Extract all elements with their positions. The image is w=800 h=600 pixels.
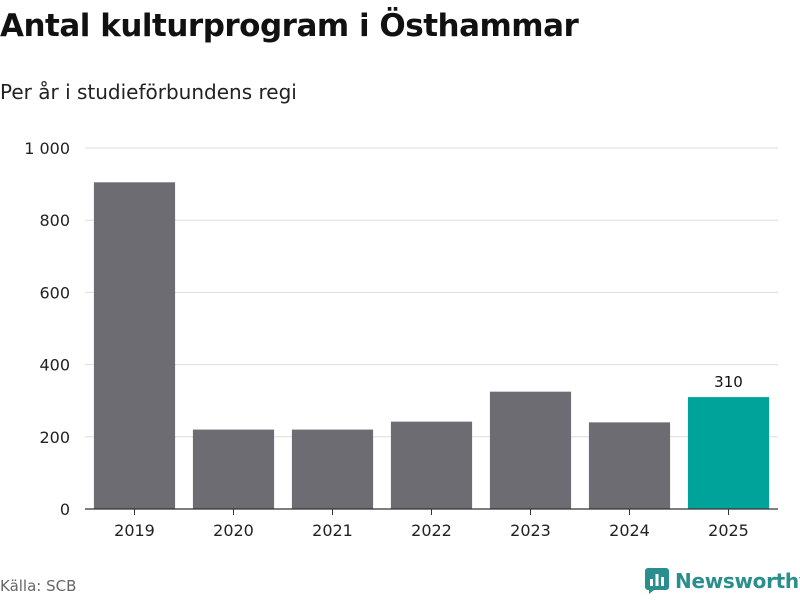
bar <box>588 422 671 509</box>
x-tick-label: 2020 <box>213 521 254 540</box>
y-tick-label: 1 000 <box>24 139 70 158</box>
bar <box>291 429 374 509</box>
bar <box>390 421 473 509</box>
y-tick-label: 0 <box>60 500 70 519</box>
brand-name: Newsworthy <box>675 569 800 593</box>
newsworthy-logo: Newsworthy <box>645 568 800 594</box>
data-label: 310 <box>714 373 743 391</box>
chart-title: Antal kulturprogram i Östhammar <box>0 8 579 44</box>
x-tick-label: 2019 <box>114 521 155 540</box>
bar <box>489 391 572 509</box>
y-tick-label: 400 <box>39 356 70 375</box>
x-tick-label: 2024 <box>609 521 650 540</box>
bar <box>93 182 176 510</box>
bar-chart: 0 200 400 600 800 1 000 2019 2020 2021 2022 2023 20… <box>24 139 778 540</box>
chart-subtitle: Per år i studieförbundens regi <box>0 80 297 104</box>
bar <box>192 429 275 509</box>
x-tick-label: 2021 <box>312 521 353 540</box>
x-tick-label: 2025 <box>708 521 749 540</box>
y-tick-label: 800 <box>39 211 70 230</box>
newsworthy-logo-icon <box>645 568 669 594</box>
x-tick-label: 2023 <box>510 521 551 540</box>
y-tick-label: 200 <box>39 428 70 447</box>
bar <box>687 397 770 509</box>
x-tick-label: 2022 <box>411 521 452 540</box>
y-tick-label: 600 <box>39 283 70 302</box>
source-note: Källa: SCB <box>0 577 77 595</box>
